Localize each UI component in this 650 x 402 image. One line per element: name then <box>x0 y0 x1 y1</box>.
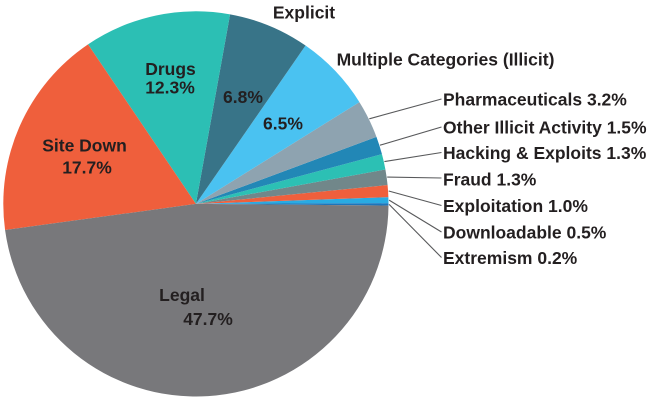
svg-text:17.7%: 17.7% <box>62 158 112 178</box>
svg-text:Extremism 0.2%: Extremism 0.2% <box>443 248 578 268</box>
svg-text:Multiple Categories (Illicit): Multiple Categories (Illicit) <box>337 50 555 70</box>
svg-text:Legal: Legal <box>159 285 205 305</box>
svg-text:Site Down: Site Down <box>42 136 127 156</box>
svg-text:Exploitation 1.0%: Exploitation 1.0% <box>443 196 588 216</box>
svg-text:Explicit: Explicit <box>273 3 335 23</box>
svg-text:6.5%: 6.5% <box>263 114 303 134</box>
svg-text:Fraud 1.3%: Fraud 1.3% <box>443 170 537 190</box>
svg-text:6.8%: 6.8% <box>223 87 263 107</box>
svg-text:47.7%: 47.7% <box>183 309 233 329</box>
svg-text:Downloadable 0.5%: Downloadable 0.5% <box>443 223 607 243</box>
svg-text:Drugs: Drugs <box>145 59 196 79</box>
svg-text:Other Illicit Activity 1.5%: Other Illicit Activity 1.5% <box>443 118 647 138</box>
svg-text:Pharmaceuticals 3.2%: Pharmaceuticals 3.2% <box>443 90 627 110</box>
svg-text:Hacking & Exploits 1.3%: Hacking & Exploits 1.3% <box>443 143 647 163</box>
svg-text:12.3%: 12.3% <box>145 78 195 98</box>
